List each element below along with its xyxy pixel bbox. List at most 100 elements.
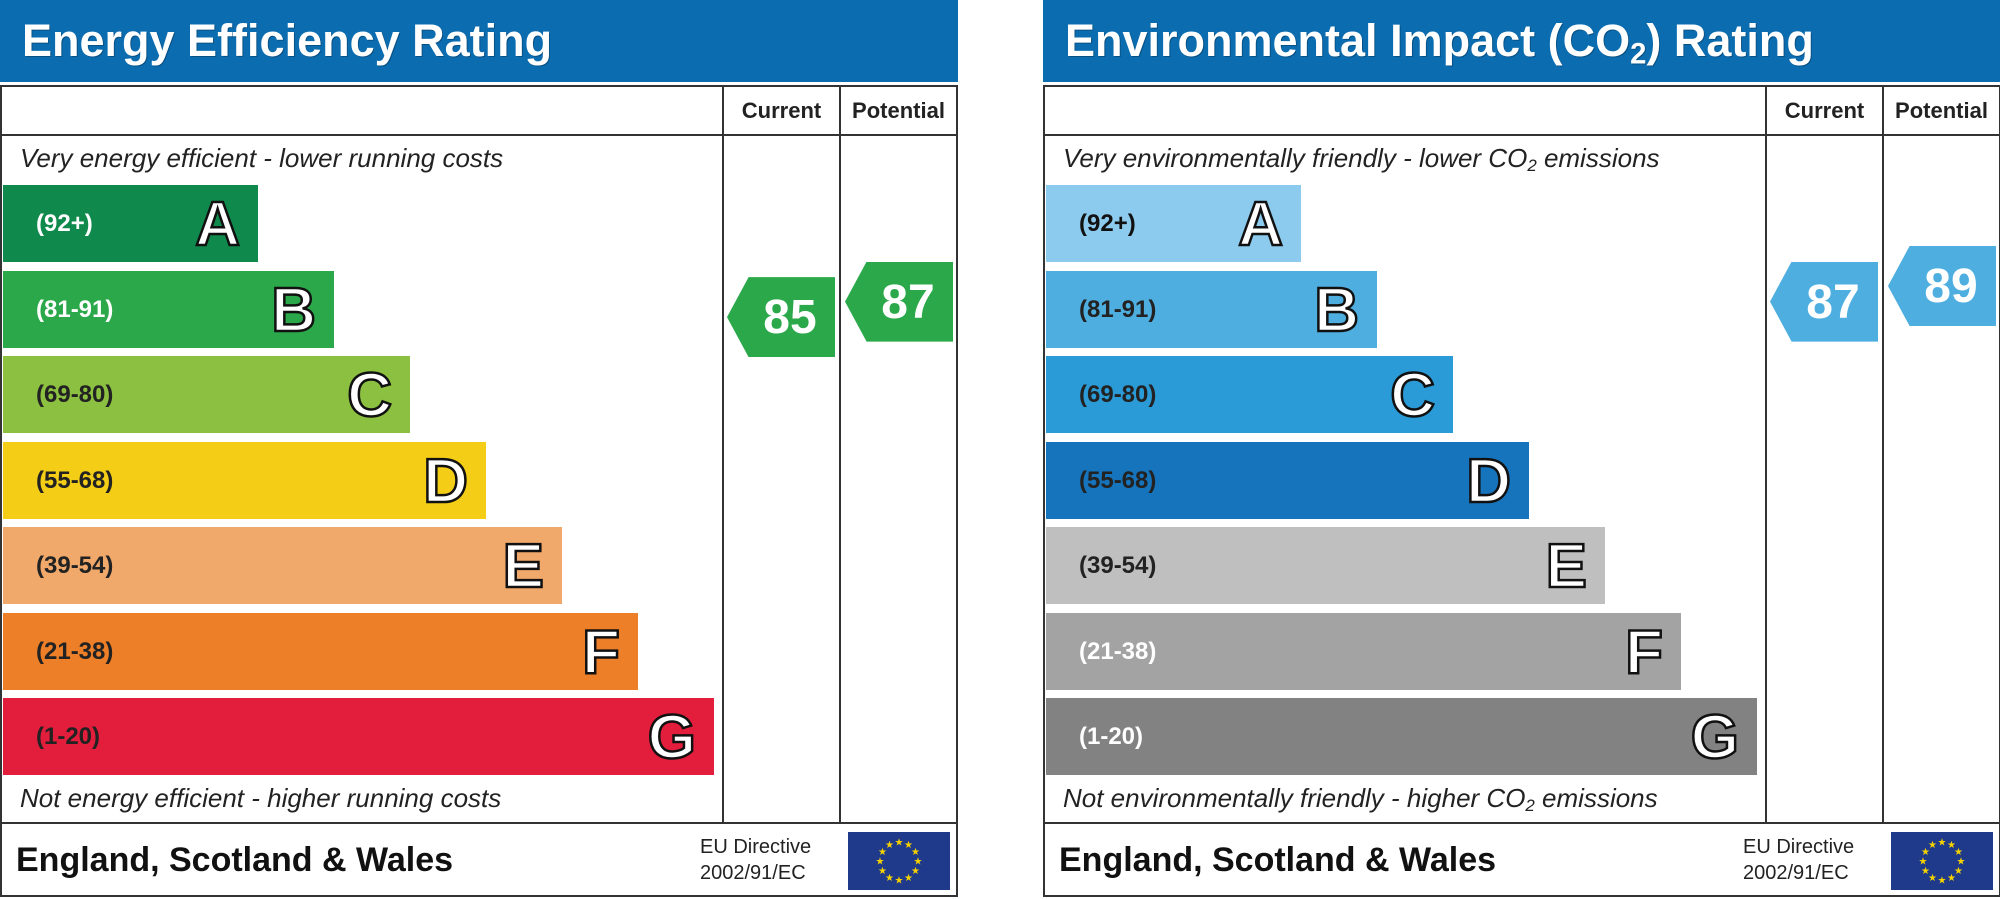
footer-region: England, Scotland & Wales bbox=[1059, 841, 1497, 879]
band-letter: B bbox=[1313, 274, 1360, 346]
column-current: Current bbox=[1784, 98, 1865, 123]
band-range-label: (81-91) bbox=[1079, 295, 1157, 323]
svg-text:★: ★ bbox=[904, 873, 913, 884]
current-rating-arrow: 87 bbox=[1770, 261, 1878, 342]
svg-text:★: ★ bbox=[1928, 873, 1937, 884]
top-caption: Very environmentally friendly - lower CO… bbox=[1063, 143, 1660, 174]
band-letter: C bbox=[346, 360, 393, 432]
svg-text:★: ★ bbox=[904, 840, 913, 851]
svg-text:★: ★ bbox=[1921, 847, 1930, 858]
svg-text:★: ★ bbox=[895, 838, 904, 849]
band-f: (21-38) F bbox=[3, 612, 638, 690]
eu-flag-icon: ★★★★★★★★★ ★ ★★ bbox=[848, 832, 950, 890]
band-c: (69-80) C bbox=[1046, 356, 1453, 433]
svg-text:★: ★ bbox=[1947, 840, 1956, 851]
band-range-label: (92+) bbox=[36, 210, 93, 237]
band-g: (1-20) G bbox=[3, 698, 714, 775]
environmental-impact-panel: Environmental Impact (CO2) Rating Curren… bbox=[1043, 0, 2000, 899]
eu-directive-line1: EU Directive bbox=[1743, 836, 1855, 858]
band-letter: F bbox=[1624, 616, 1664, 688]
top-caption: Very energy efficient - lower running co… bbox=[20, 143, 504, 173]
divider bbox=[722, 85, 724, 823]
band-range-label: (21-38) bbox=[1079, 637, 1157, 665]
band-letter: E bbox=[501, 531, 545, 603]
svg-text:★: ★ bbox=[1919, 857, 1928, 868]
energy-efficiency-panel: Energy Efficiency Rating Current Potenti… bbox=[0, 0, 960, 899]
svg-text:★: ★ bbox=[1928, 840, 1937, 851]
band-e: (39-54) E bbox=[1046, 527, 1605, 604]
title-prefix: Environmental Impact (CO bbox=[1065, 15, 1631, 66]
caption-prefix: Very environmentally friendly - lower CO bbox=[1063, 143, 1528, 173]
band-f: (21-38) F bbox=[1046, 612, 1681, 690]
svg-text:★: ★ bbox=[876, 857, 885, 868]
band-letter: D bbox=[422, 445, 469, 517]
band-range-label: (81-91) bbox=[36, 295, 114, 323]
column-current: Current bbox=[741, 98, 822, 123]
svg-text:★: ★ bbox=[1954, 847, 1963, 858]
caption-sub: 2 bbox=[1525, 796, 1535, 816]
current-rating-arrow: 85 bbox=[727, 277, 835, 358]
potential-rating-arrow: 89 bbox=[1888, 246, 1996, 327]
band-range-label: (92+) bbox=[1079, 210, 1136, 237]
potential-rating-arrow: 87 bbox=[845, 261, 953, 342]
band-b: (81-91) B bbox=[3, 270, 334, 348]
band-b: (81-91) B bbox=[1046, 270, 1377, 348]
caption-suffix: emissions bbox=[1536, 143, 1660, 173]
eu-directive-text: EU Directive 2002/91/EC bbox=[700, 834, 811, 886]
band-letter: D bbox=[1465, 445, 1512, 517]
divider bbox=[0, 822, 958, 824]
divider bbox=[1882, 85, 1884, 823]
band-d: (55-68) D bbox=[3, 441, 486, 519]
eu-flag-icon: ★★★★★★★★★ ★ ★★ bbox=[1891, 832, 1993, 890]
svg-text:★: ★ bbox=[885, 840, 894, 851]
column-potential: Potential bbox=[1895, 98, 1988, 123]
svg-text:★: ★ bbox=[911, 866, 920, 877]
divider bbox=[1765, 85, 1767, 823]
eu-directive-line2: 2002/91/EC bbox=[700, 862, 806, 884]
footer-region: England, Scotland & Wales bbox=[16, 841, 454, 879]
band-letter: G bbox=[647, 702, 698, 774]
band-range-label: (1-20) bbox=[36, 723, 101, 750]
caption-suffix: emissions bbox=[1534, 783, 1658, 813]
band-a: (92+) A bbox=[3, 185, 258, 262]
eu-directive-line2: 2002/91/EC bbox=[1743, 862, 1849, 884]
svg-text:★: ★ bbox=[911, 847, 920, 858]
band-d: (55-68) D bbox=[1046, 441, 1529, 519]
band-range-label: (55-68) bbox=[1079, 466, 1157, 494]
svg-text:★: ★ bbox=[1938, 838, 1947, 849]
band-letter: F bbox=[581, 616, 621, 688]
svg-text:★: ★ bbox=[1947, 873, 1956, 884]
divider bbox=[839, 85, 841, 823]
title-suffix: ) Rating bbox=[1646, 15, 1814, 66]
bottom-caption: Not environmentally friendly - higher CO… bbox=[1063, 783, 1658, 814]
band-g: (1-20) G bbox=[1046, 698, 1757, 775]
svg-text:★: ★ bbox=[1921, 866, 1930, 877]
band-a: (92+) A bbox=[1046, 185, 1301, 262]
band-e: (39-54) E bbox=[3, 527, 562, 604]
eu-directive-text: EU Directive 2002/91/EC bbox=[1743, 834, 1854, 886]
band-range-label: (69-80) bbox=[1079, 381, 1157, 408]
band-range-label: (39-54) bbox=[36, 552, 114, 579]
band-letter: A bbox=[194, 189, 241, 261]
caption-sub: 2 bbox=[1527, 156, 1537, 176]
title-sub: 2 bbox=[1630, 38, 1647, 71]
band-range-label: (55-68) bbox=[36, 466, 114, 494]
environment-title: Environmental Impact (CO2) Rating bbox=[1043, 0, 2000, 82]
svg-text:★: ★ bbox=[878, 866, 887, 877]
band-range-label: (69-80) bbox=[36, 381, 114, 408]
svg-text:★: ★ bbox=[1957, 857, 1966, 868]
divider bbox=[1043, 134, 2000, 136]
band-letter: E bbox=[1544, 531, 1588, 603]
energy-title: Energy Efficiency Rating bbox=[0, 0, 958, 82]
band-c: (69-80) C bbox=[3, 356, 410, 433]
column-potential: Potential bbox=[852, 98, 945, 123]
band-letter: G bbox=[1690, 702, 1741, 774]
eu-directive-line1: EU Directive bbox=[700, 836, 812, 858]
band-letter: A bbox=[1237, 189, 1284, 261]
svg-text:★: ★ bbox=[1954, 866, 1963, 877]
svg-text:★: ★ bbox=[885, 873, 894, 884]
svg-text:★: ★ bbox=[895, 876, 904, 887]
caption-prefix: Not environmentally friendly - higher CO bbox=[1063, 783, 1526, 813]
svg-text:★: ★ bbox=[914, 857, 923, 868]
band-range-label: (39-54) bbox=[1079, 552, 1157, 579]
